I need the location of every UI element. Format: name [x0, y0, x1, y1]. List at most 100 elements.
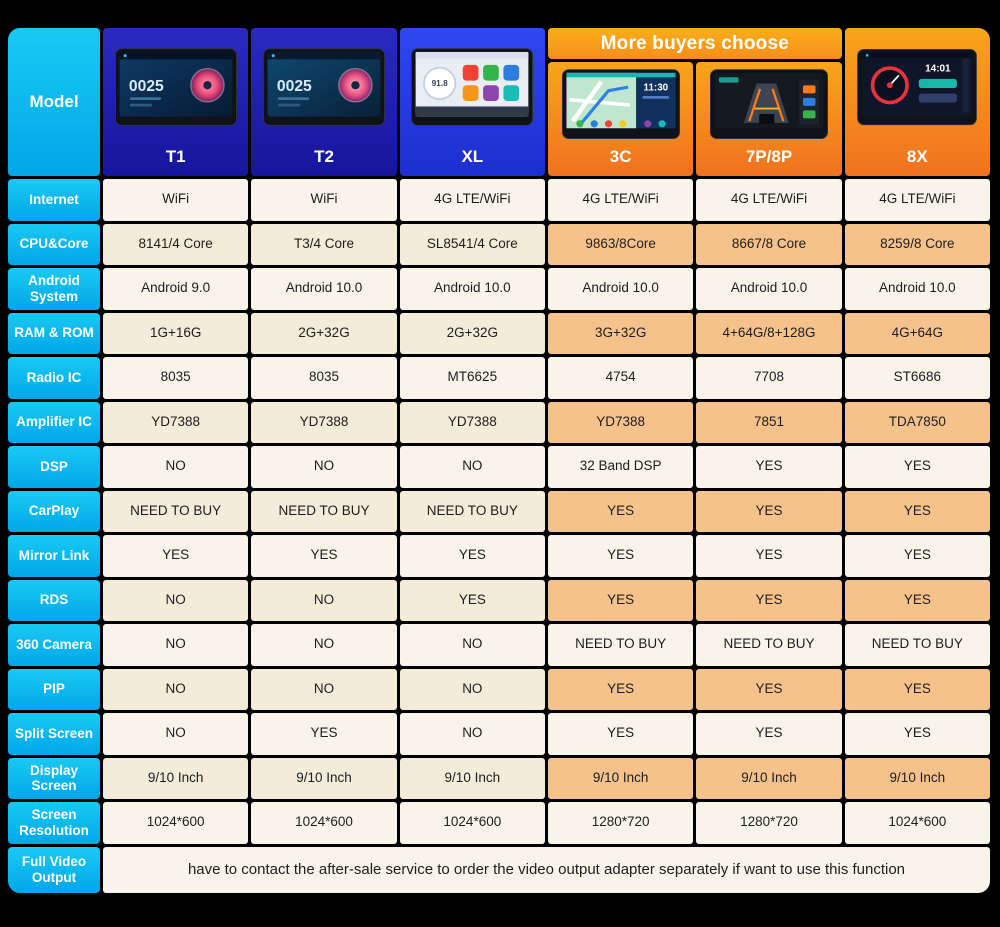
t2-device-illustration: 0025: [262, 47, 385, 126]
cell-dsp-t2: NO: [251, 446, 397, 488]
cell-amplifier-ic-t1: YD7388: [103, 401, 249, 443]
row-label-internet: Internet: [8, 179, 100, 221]
device-image-xl: 91.8: [400, 28, 545, 143]
cell-amplifier-ic-xl: YD7388: [399, 401, 545, 443]
t1-device-illustration: 0025: [114, 47, 237, 126]
cell-radio-ic-t2: 8035: [251, 357, 397, 399]
column-label-xl: XL: [461, 147, 484, 166]
cell-radio-ic-t1: 8035: [103, 357, 249, 399]
cell-rds-7p-8p: YES: [696, 579, 842, 621]
column-header-t1: 0025 T1: [103, 28, 249, 176]
cell-carplay-3c: YES: [547, 490, 694, 532]
cell-internet-t2: WiFi: [251, 179, 397, 221]
row-label-carplay: CarPlay: [8, 490, 100, 532]
cell-cpu-core-3c: 9863/8Core: [547, 223, 694, 265]
cell-radio-ic-3c: 4754: [547, 357, 694, 399]
column-label-8x: 8X: [906, 147, 928, 166]
row-label-screen-resolution: Screen Resolution: [8, 802, 100, 844]
row-label-display-screen: Display Screen: [8, 757, 100, 799]
x8-screen-clock: 14:01: [925, 63, 951, 74]
cell-mirror-link-t2: YES: [251, 535, 397, 577]
cell-android-system-xl: Android 10.0: [399, 268, 545, 310]
cell-carplay-7p-8p: YES: [696, 490, 842, 532]
cell-screen-resolution-xl: 1024*600: [399, 802, 545, 844]
row-label-split-screen: Split Screen: [8, 713, 100, 755]
cell-360-camera-t2: NO: [251, 624, 397, 666]
row-label-mirror-link: Mirror Link: [8, 535, 100, 577]
cell-carplay-xl: NEED TO BUY: [399, 490, 545, 532]
column-label-t2: T2: [314, 147, 334, 166]
cell-mirror-link-xl: YES: [399, 535, 545, 577]
popular-banner: More buyers choose: [547, 28, 842, 59]
cell-pip-8x: YES: [844, 668, 990, 710]
cell-android-system-t1: Android 9.0: [103, 268, 249, 310]
cell-ram-rom-7p-8p: 4+64G/8+128G: [696, 312, 842, 354]
cell-amplifier-ic-3c: YD7388: [547, 401, 694, 443]
cell-internet-7p-8p: 4G LTE/WiFi: [696, 179, 842, 221]
row-label-rds: RDS: [8, 579, 100, 621]
device-image-8x: 14:01: [845, 28, 990, 143]
cell-android-system-3c: Android 10.0: [547, 268, 694, 310]
cell-mirror-link-8x: YES: [844, 535, 990, 577]
cell-cpu-core-7p-8p: 8667/8 Core: [696, 223, 842, 265]
row-label-dsp: DSP: [8, 446, 100, 488]
cell-split-screen-xl: NO: [399, 713, 545, 755]
cell-cpu-core-xl: SL8541/4 Core: [399, 223, 545, 265]
cell-android-system-7p-8p: Android 10.0: [696, 268, 842, 310]
row-label-android-system: Android System: [8, 268, 100, 310]
c3-device-illustration: 11:30: [561, 68, 680, 139]
cell-screen-resolution-t2: 1024*600: [251, 802, 397, 844]
cell-internet-xl: 4G LTE/WiFi: [399, 179, 545, 221]
cell-rds-t2: NO: [251, 579, 397, 621]
cell-internet-t1: WiFi: [103, 179, 249, 221]
cell-dsp-xl: NO: [399, 446, 545, 488]
cell-rds-3c: YES: [547, 579, 694, 621]
device-image-t1: 0025: [103, 28, 248, 143]
cell-cpu-core-t2: T3/4 Core: [251, 223, 397, 265]
cell-android-system-8x: Android 10.0: [844, 268, 990, 310]
cell-pip-7p-8p: YES: [696, 668, 842, 710]
cell-360-camera-7p-8p: NEED TO BUY: [696, 624, 842, 666]
cell-display-screen-t1: 9/10 Inch: [103, 757, 249, 799]
cell-internet-3c: 4G LTE/WiFi: [547, 179, 694, 221]
cell-dsp-8x: YES: [844, 446, 990, 488]
cell-ram-rom-t1: 1G+16G: [103, 312, 249, 354]
x8-device-illustration: 14:01: [857, 48, 978, 125]
cell-radio-ic-8x: ST6686: [844, 357, 990, 399]
footer-note: have to contact the after-sale service t…: [103, 846, 990, 893]
cell-mirror-link-t1: YES: [103, 535, 249, 577]
cell-screen-resolution-8x: 1024*600: [844, 802, 990, 844]
cell-radio-ic-7p-8p: 7708: [696, 357, 842, 399]
row-label-cpu-core: CPU&Core: [8, 223, 100, 265]
p7-device-illustration: [710, 68, 828, 139]
cell-carplay-8x: YES: [844, 490, 990, 532]
cell-screen-resolution-t1: 1024*600: [103, 802, 249, 844]
cell-ram-rom-t2: 2G+32G: [251, 312, 397, 354]
cell-screen-resolution-3c: 1280*720: [547, 802, 694, 844]
cell-screen-resolution-7p-8p: 1280*720: [696, 802, 842, 844]
t2-screen-clock: 0025: [277, 77, 312, 94]
cell-rds-8x: YES: [844, 579, 990, 621]
cell-android-system-t2: Android 10.0: [251, 268, 397, 310]
cell-amplifier-ic-t2: YD7388: [251, 401, 397, 443]
comparison-table: Model 0025 T1: [8, 28, 990, 893]
cell-display-screen-t2: 9/10 Inch: [251, 757, 397, 799]
column-label-3c: 3C: [609, 147, 632, 166]
cell-split-screen-8x: YES: [844, 713, 990, 755]
column-label-t1: T1: [165, 147, 186, 166]
cell-360-camera-3c: NEED TO BUY: [547, 624, 694, 666]
cell-pip-t2: NO: [251, 668, 397, 710]
cell-amplifier-ic-8x: TDA7850: [844, 401, 990, 443]
cell-display-screen-8x: 9/10 Inch: [844, 757, 990, 799]
cell-carplay-t2: NEED TO BUY: [251, 490, 397, 532]
cell-rds-xl: YES: [399, 579, 545, 621]
c3-screen-clock: 11:30: [643, 82, 668, 93]
cell-ram-rom-xl: 2G+32G: [399, 312, 545, 354]
row-label-ram-rom: RAM & ROM: [8, 312, 100, 354]
cell-carplay-t1: NEED TO BUY: [103, 490, 249, 532]
row-label-amplifier-ic: Amplifier IC: [8, 401, 100, 443]
cell-360-camera-t1: NO: [103, 624, 249, 666]
cell-pip-t1: NO: [103, 668, 249, 710]
device-image-7p8p: [696, 62, 841, 143]
